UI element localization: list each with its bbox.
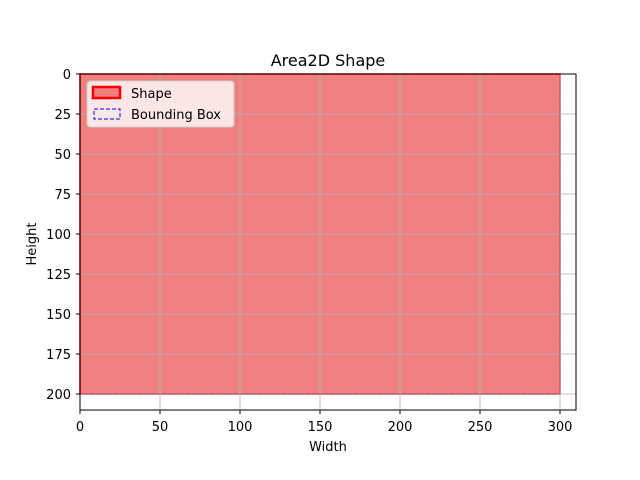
- y-tick-label: 50: [54, 148, 71, 163]
- x-axis-label: Width: [309, 440, 347, 455]
- y-tick-label: 150: [46, 308, 71, 323]
- chart-title: Area2D Shape: [271, 51, 386, 70]
- x-tick-label: 0: [76, 420, 84, 435]
- legend-label-bounding-box: Bounding Box: [131, 108, 221, 123]
- y-tick-label: 75: [54, 188, 71, 203]
- x-tick-label: 100: [228, 420, 253, 435]
- y-tick-label: 200: [46, 388, 71, 403]
- x-tick-label: 300: [548, 420, 573, 435]
- legend-frame: [86, 80, 235, 128]
- y-tick-label: 175: [46, 348, 71, 363]
- x-tick-label: 250: [468, 420, 493, 435]
- x-tick-label: 50: [152, 420, 169, 435]
- y-tick-label: 0: [63, 68, 71, 83]
- axes-frame: [79, 73, 577, 411]
- y-tick-label: 125: [46, 268, 71, 283]
- x-tick-label: 200: [388, 420, 413, 435]
- y-axis-label: Height: [25, 223, 40, 266]
- y-tick-label: 100: [46, 228, 71, 243]
- legend-swatch-bounding-box: [93, 108, 121, 120]
- legend-label-shape: Shape: [131, 87, 172, 102]
- legend: Shape Bounding Box: [86, 80, 235, 128]
- y-tick-label: 25: [54, 108, 71, 123]
- legend-swatch-shape: [91, 85, 122, 100]
- axis-ticks: 0 50 100 150 200 250 300 0 25 50 75 100 125 150 175 200: [46, 68, 572, 435]
- x-tick-label: 150: [308, 420, 333, 435]
